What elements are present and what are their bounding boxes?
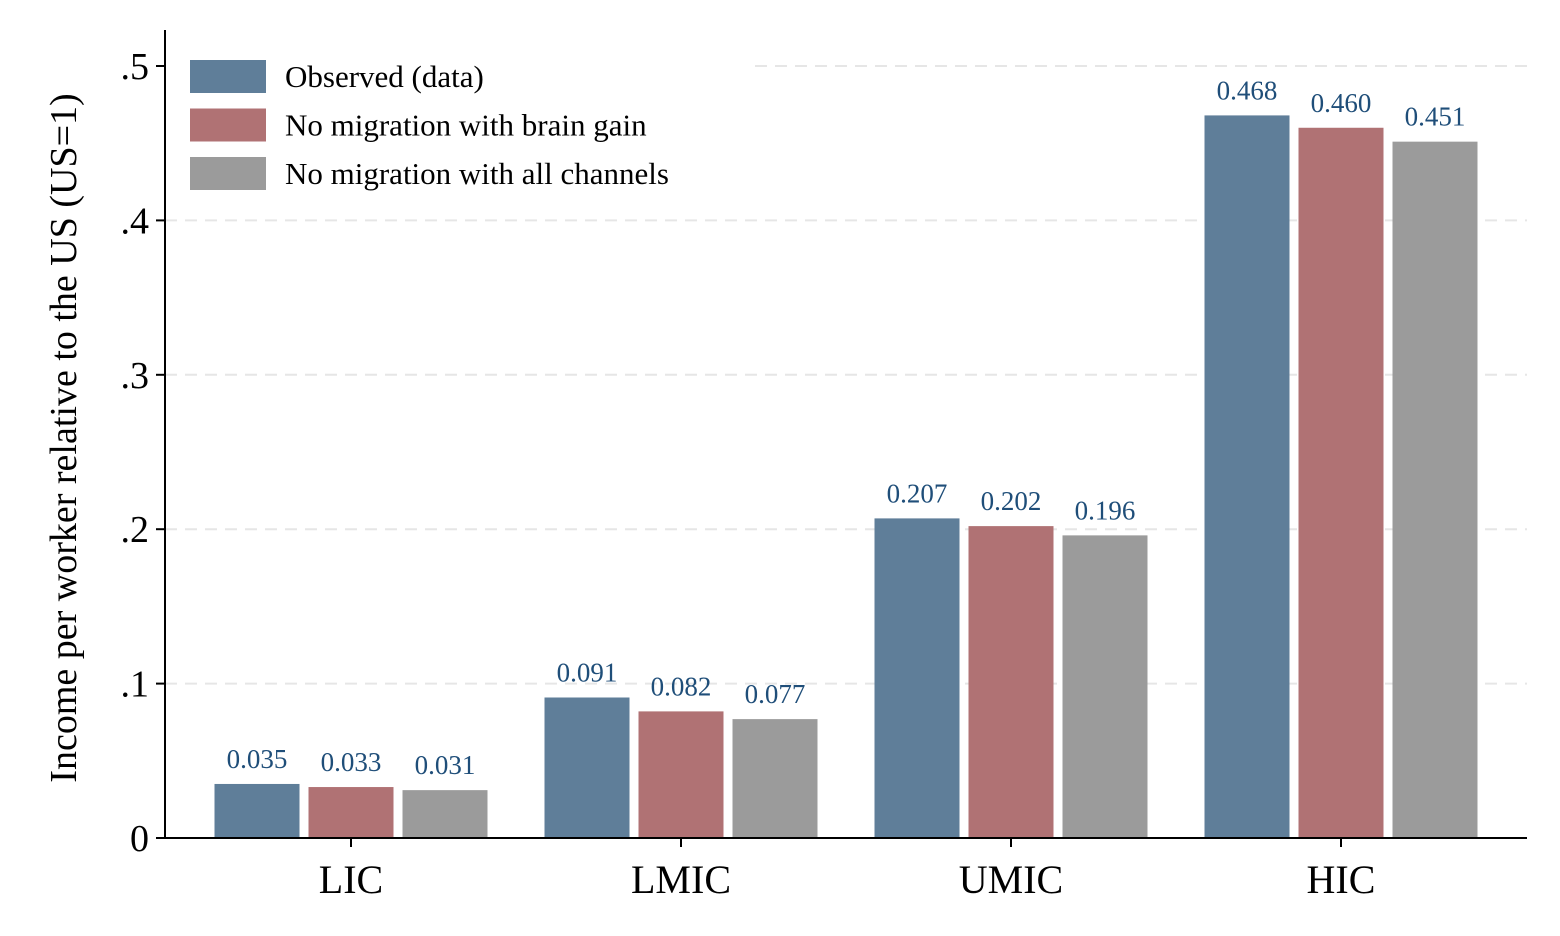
- y-tick-label: .4: [121, 200, 150, 242]
- bar: [638, 711, 724, 838]
- bar-value-label: 0.082: [651, 671, 712, 701]
- legend-entry-label: No migration with all channels: [285, 156, 669, 191]
- y-axis-label: Income per worker relative to the US (US…: [43, 93, 85, 782]
- legend-entry-label: No migration with brain gain: [285, 108, 647, 143]
- bars: [214, 115, 1478, 838]
- bar: [968, 526, 1054, 838]
- grid-lines: [165, 65, 1527, 685]
- bar: [1204, 115, 1290, 838]
- bar: [1392, 141, 1478, 838]
- bar: [544, 697, 630, 838]
- x-category-label: HIC: [1307, 857, 1376, 902]
- bar: [308, 787, 394, 838]
- bar-value-label: 0.202: [981, 486, 1042, 516]
- legend-entry-label: Observed (data): [285, 59, 484, 94]
- bar-value-label: 0.077: [745, 679, 806, 709]
- bar-value-label: 0.196: [1075, 495, 1136, 525]
- y-tick-label: .2: [121, 509, 150, 551]
- bar-value-label: 0.031: [415, 750, 476, 780]
- y-tick-label: .1: [121, 664, 150, 706]
- bar-value-label: 0.033: [321, 747, 382, 777]
- x-category-label: LMIC: [631, 857, 731, 902]
- y-tick-labels: 0 .1 .2 .3 .4 .5: [121, 46, 150, 860]
- x-category-label: UMIC: [959, 857, 1063, 902]
- bar: [1062, 535, 1148, 838]
- bar-value-label: 0.207: [887, 478, 948, 508]
- bar: [1298, 127, 1384, 838]
- bar-value-label: 0.035: [227, 744, 288, 774]
- axes: [156, 30, 1527, 847]
- x-category-labels: LIC LMIC UMIC HIC: [319, 857, 1376, 902]
- y-tick-label: .5: [121, 46, 150, 88]
- x-category-label: LIC: [319, 857, 383, 902]
- legend: Observed (data) No migration with brain g…: [190, 59, 669, 191]
- legend-swatch: [190, 157, 266, 190]
- bar-value-label: 0.091: [557, 657, 618, 687]
- bar: [874, 518, 960, 838]
- bar: [732, 719, 818, 838]
- legend-swatch: [190, 108, 266, 142]
- y-tick-label: .3: [121, 355, 150, 397]
- bar-value-label: 0.460: [1311, 88, 1372, 118]
- bar: [214, 783, 300, 838]
- bar: [402, 790, 488, 838]
- bar-value-label: 0.451: [1405, 102, 1466, 132]
- legend-swatch: [190, 60, 266, 93]
- y-tick-label: 0: [130, 818, 149, 860]
- value-labels: 0.035 0.033 0.031 0.091 0.082 0.077 0.207 0.202…: [227, 75, 1466, 780]
- bar-value-label: 0.468: [1217, 75, 1278, 105]
